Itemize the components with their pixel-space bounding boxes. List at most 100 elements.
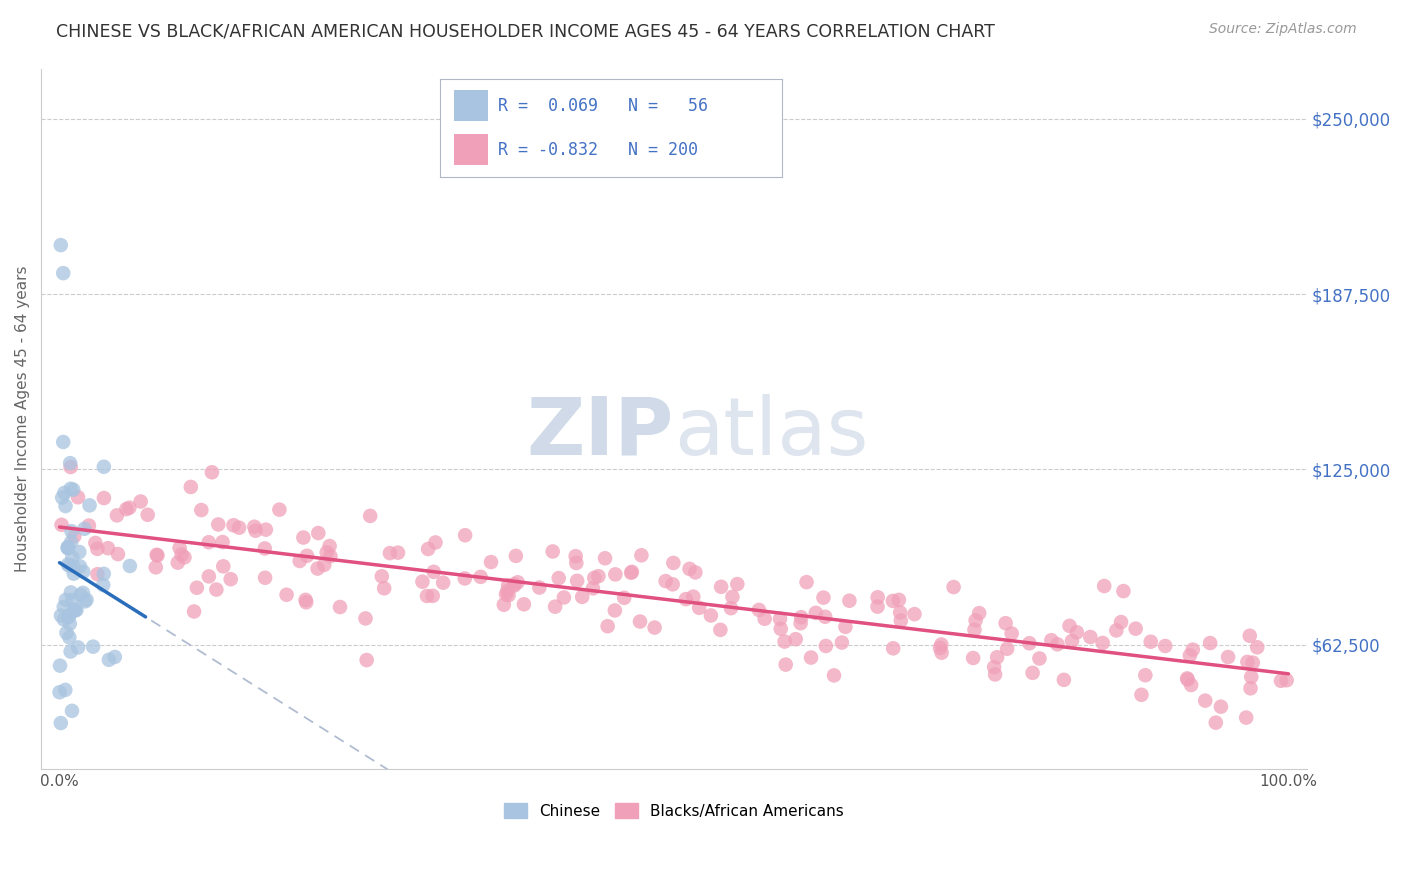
Point <box>1216 650 1239 665</box>
Point <box>1240 670 1263 684</box>
Point <box>571 590 593 604</box>
Point <box>212 559 235 574</box>
Point <box>86 541 108 556</box>
Point <box>60 593 83 607</box>
Point <box>588 569 610 583</box>
Point <box>596 619 619 633</box>
Point <box>59 644 82 658</box>
Point <box>942 580 965 594</box>
Point <box>292 531 315 545</box>
Point <box>804 606 827 620</box>
Point <box>790 610 813 624</box>
Point <box>995 641 1018 656</box>
Point <box>69 559 91 574</box>
Point <box>1175 672 1198 686</box>
Point <box>295 595 318 609</box>
Text: Source: ZipAtlas.com: Source: ZipAtlas.com <box>1209 22 1357 37</box>
Point <box>73 522 96 536</box>
Point <box>97 541 120 556</box>
Point <box>129 494 152 508</box>
Point <box>77 518 100 533</box>
Point <box>983 660 1005 674</box>
Point <box>72 565 94 579</box>
Point <box>1239 629 1261 643</box>
Point <box>1199 636 1222 650</box>
Point <box>66 490 89 504</box>
Point <box>288 554 311 568</box>
Point <box>253 541 276 556</box>
Point <box>319 549 342 563</box>
Point <box>775 657 797 672</box>
Point <box>1060 634 1083 648</box>
Point <box>59 616 82 631</box>
Point <box>254 571 277 585</box>
Point <box>166 556 188 570</box>
Point <box>222 518 245 533</box>
Point <box>49 658 72 673</box>
Point <box>662 556 685 570</box>
Point <box>62 566 84 581</box>
Point <box>56 540 79 554</box>
Point <box>1246 640 1268 655</box>
Point <box>1040 633 1063 648</box>
Point <box>583 571 606 585</box>
Point <box>834 620 856 634</box>
Point <box>688 600 710 615</box>
Point <box>315 545 337 559</box>
Point <box>503 578 526 592</box>
Point <box>354 611 377 625</box>
Point <box>59 460 82 475</box>
Point <box>307 526 329 541</box>
Point <box>432 575 454 590</box>
Point <box>769 622 792 636</box>
Point <box>1135 668 1157 682</box>
Point <box>373 582 395 596</box>
Point <box>1001 626 1024 640</box>
Point <box>411 574 433 589</box>
Point <box>1018 636 1040 650</box>
Point <box>1180 678 1202 692</box>
Point <box>1194 693 1216 707</box>
Point <box>678 562 700 576</box>
Point <box>63 603 86 617</box>
Point <box>60 535 83 549</box>
Point <box>65 603 87 617</box>
Point <box>97 653 120 667</box>
Point <box>314 558 336 572</box>
Point <box>58 631 80 645</box>
Point <box>190 503 212 517</box>
Point <box>630 549 652 563</box>
Point <box>1109 615 1132 629</box>
Point <box>180 480 202 494</box>
Point <box>118 500 141 515</box>
Point <box>62 483 84 497</box>
Point <box>1066 625 1088 640</box>
Point <box>1091 636 1114 650</box>
Point <box>564 549 586 564</box>
Point <box>56 541 79 555</box>
Point <box>470 570 492 584</box>
Point <box>889 606 911 620</box>
Point <box>186 581 208 595</box>
Point <box>789 616 811 631</box>
Point <box>58 558 80 573</box>
Point <box>547 571 569 585</box>
Point <box>75 594 97 608</box>
Point <box>967 606 990 620</box>
Point <box>56 558 79 572</box>
Point <box>52 613 75 627</box>
Point <box>359 508 381 523</box>
Point <box>105 508 128 523</box>
Point <box>378 546 401 560</box>
Point <box>700 608 723 623</box>
Point <box>67 545 90 559</box>
Point <box>748 603 770 617</box>
Point <box>994 616 1017 631</box>
Point <box>593 551 616 566</box>
Point <box>69 588 91 602</box>
Point <box>356 653 378 667</box>
Point <box>831 635 853 649</box>
Point <box>603 603 626 617</box>
Point <box>882 594 904 608</box>
Point <box>1239 681 1261 696</box>
